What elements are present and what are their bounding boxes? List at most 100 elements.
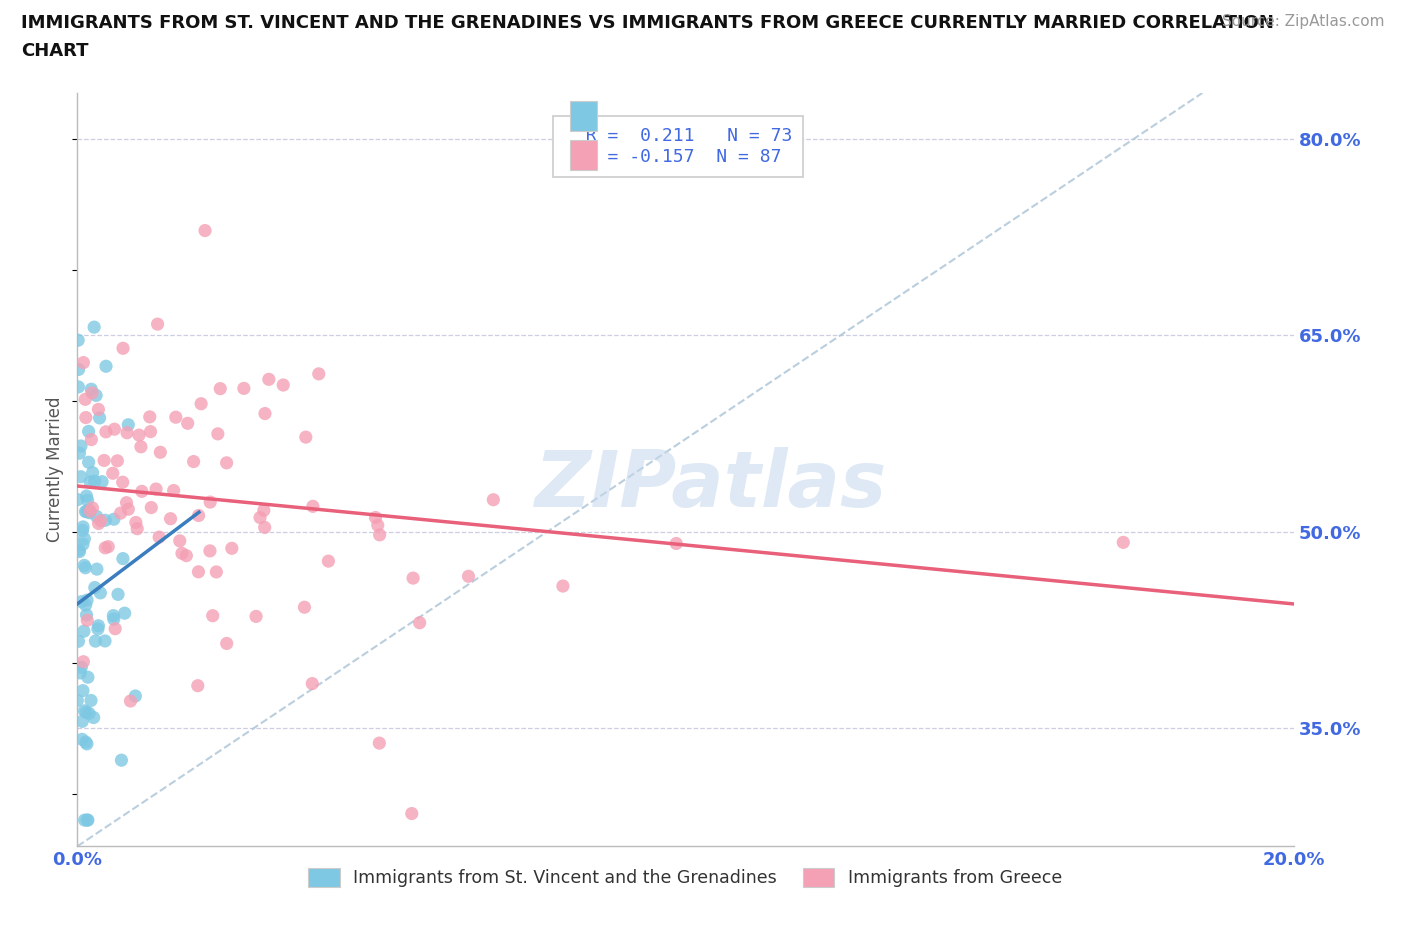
FancyBboxPatch shape (569, 100, 596, 131)
Point (72, 520, 94, 535)
Point (110, 752, 132, 767)
Point (77, 706, 100, 721)
Point (82, 465, 104, 480)
Point (93, 453, 115, 468)
Point (364, 510, 387, 525)
Point (75, 598, 97, 613)
Point (66, 693, 89, 708)
Point (72, 655, 94, 670)
FancyBboxPatch shape (569, 140, 596, 170)
Point (111, 551, 134, 566)
Point (73, 531, 96, 546)
Text: CHART: CHART (21, 42, 89, 60)
Point (103, 512, 125, 526)
Point (77, 503, 100, 518)
Point (97, 539, 120, 554)
Point (87, 621, 110, 636)
Point (209, 381, 232, 396)
Point (86, 509, 108, 524)
Point (75, 735, 97, 750)
Point (127, 521, 149, 536)
Point (66, 492, 89, 507)
Text: R =  0.211   N = 73
  R = -0.157  N = 87: R = 0.211 N = 73 R = -0.157 N = 87 (564, 126, 792, 166)
Point (187, 565, 209, 579)
Point (89, 585, 111, 600)
Point (87, 516, 110, 531)
Point (69, 544, 91, 559)
Point (176, 548, 198, 563)
Point (76, 813, 98, 828)
Point (257, 372, 280, 387)
Point (253, 503, 276, 518)
Point (72, 523, 94, 538)
Text: Source: ZipAtlas.com: Source: ZipAtlas.com (1222, 14, 1385, 29)
Point (115, 425, 138, 440)
Point (70, 732, 93, 747)
Point (1112, 535, 1135, 550)
Point (665, 536, 688, 551)
Point (115, 496, 138, 511)
Point (301, 676, 323, 691)
Point (114, 605, 136, 620)
Point (117, 502, 139, 517)
Point (245, 609, 267, 624)
Point (77, 424, 100, 439)
Point (82, 385, 104, 400)
Point (67, 333, 90, 348)
Point (120, 694, 142, 709)
Legend: Immigrants from St. Vincent and the Grenadines, Immigrants from Greece: Immigrants from St. Vincent and the Gren… (301, 861, 1070, 894)
Point (159, 512, 181, 526)
Point (402, 571, 425, 586)
Y-axis label: Currently Married: Currently Married (46, 397, 65, 542)
Point (79, 505, 101, 520)
Point (111, 474, 134, 489)
Point (82, 500, 104, 515)
Point (103, 421, 125, 436)
Point (105, 454, 128, 469)
Point (139, 409, 162, 424)
Point (103, 612, 125, 627)
Point (91, 474, 114, 489)
Point (76, 613, 98, 628)
Point (408, 616, 430, 631)
Point (94, 512, 117, 527)
Point (73, 624, 96, 639)
Point (169, 534, 191, 549)
Point (83, 320, 105, 335)
Point (271, 378, 294, 392)
Point (69, 666, 91, 681)
Point (318, 553, 340, 568)
Point (131, 484, 153, 498)
Point (69, 445, 91, 460)
Point (110, 506, 132, 521)
Point (72, 684, 94, 698)
Point (76, 607, 98, 622)
Point (94, 540, 117, 555)
Point (67, 542, 90, 557)
Point (201, 608, 224, 623)
Point (76, 813, 98, 828)
Point (125, 515, 148, 530)
Point (70, 439, 93, 454)
Point (94, 633, 117, 648)
Point (76, 592, 98, 607)
Point (83, 473, 105, 488)
Point (207, 427, 229, 442)
Point (90, 513, 112, 528)
Point (194, 223, 217, 238)
Point (77, 455, 100, 470)
Point (67, 362, 90, 377)
Point (80, 693, 103, 708)
Point (215, 636, 238, 651)
Point (308, 366, 330, 381)
Text: ZIPatlas: ZIPatlas (534, 446, 886, 523)
Point (87, 402, 110, 417)
Point (83, 580, 105, 595)
Point (86, 562, 108, 577)
Point (73, 703, 96, 718)
Point (75, 392, 97, 406)
Point (294, 600, 316, 615)
Point (183, 454, 205, 469)
Point (187, 508, 209, 523)
Point (253, 520, 276, 535)
